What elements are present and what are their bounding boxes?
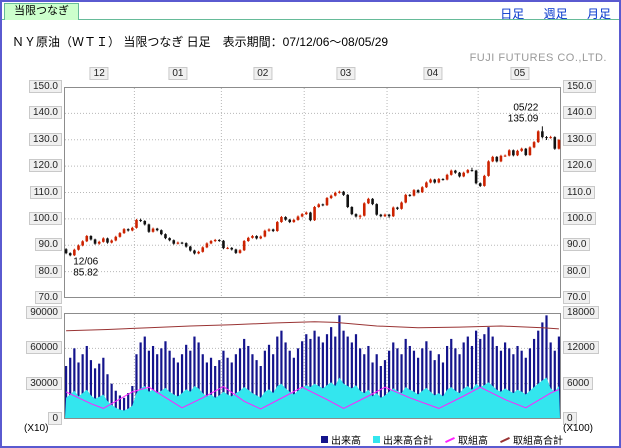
nav-monthly[interactable]: 月足 [586,7,611,21]
chart-title: ＮＹ原油（ＷＴＩ） 当限つなぎ 日足 表示期間：07/12/06～08/05/2… [12,35,389,49]
axis-tick: 150.0 [28,80,62,93]
axis-tick: 70.0 [563,291,591,304]
volume-right-unit: (X100) [563,423,594,434]
volume-plot [64,313,561,419]
svg-text:135.09: 135.09 [508,113,539,124]
volume-axis-left: 90000 60000 30000 0 [16,306,62,425]
volume-left-unit: (X10) [24,423,49,434]
month-label: 12 [89,67,109,80]
axis-tick: 90.0 [563,238,591,252]
line-marker-icon [500,436,510,443]
legend-item: 出来高 [321,432,361,447]
axis-tick: 0 [563,412,577,425]
month-label: 04 [423,67,443,80]
axis-tick: 150.0 [563,80,597,93]
axis-tick: 110.0 [29,185,62,199]
price-plot: 05/22 135.09 12/06 85.82 [64,87,561,298]
axis-tick: 18000 [563,306,599,319]
axis-tick: 90000 [26,306,62,319]
axis-tick: 130.0 [28,132,62,146]
svg-text:85.82: 85.82 [73,267,98,278]
axis-tick: 110.0 [563,185,596,199]
axis-tick: 0 [48,412,62,425]
axis-tick: 80.0 [34,264,62,278]
volume-axis-right: 18000 12000 6000 0 [563,306,609,425]
axis-tick: 140.0 [563,106,597,120]
legend-item: 出来高合計 [373,432,433,447]
line-marker-icon [445,436,455,443]
month-label: 05 [510,67,530,80]
month-label: 02 [253,67,273,80]
nav-daily[interactable]: 日足 [500,7,525,21]
month-label: 03 [336,67,356,80]
tab-current-contract[interactable]: 当限つなぎ [4,3,79,20]
legend-label: 取組高合計 [513,436,563,447]
legend-label: 出来高 [331,436,361,447]
axis-tick: 30000 [26,376,62,390]
price-axis-left: 150.0 140.0 130.0 120.0 110.0 100.0 90.0 80.0 70… [16,80,62,304]
axis-tick: 130.0 [563,132,597,146]
axis-tick: 120.0 [563,159,597,173]
axis-tick: 120.0 [28,159,62,173]
legend-label: 出来高合計 [383,436,433,447]
nav-weekly[interactable]: 週足 [543,7,568,21]
axis-tick: 140.0 [28,106,62,120]
period-nav: 日足 週足 月足 [484,5,611,22]
brand-text: FUJI FUTURES CO.,LTD. [469,52,607,64]
legend-item: 取組高合計 [500,432,563,447]
axis-tick: 6000 [563,376,594,390]
month-label: 01 [168,67,188,80]
axis-tick: 70.0 [34,291,62,304]
price-axis-right: 150.0 140.0 130.0 120.0 110.0 100.0 90.0 80.0 70… [563,80,609,304]
axis-tick: 60000 [26,341,62,355]
square-marker-icon [321,436,328,443]
svg-text:12/06: 12/06 [73,256,98,267]
tab-bar-divider [2,19,619,20]
month-axis: 12 01 02 03 04 05 [64,67,561,82]
legend-label: 取組高 [458,436,488,447]
svg-text:05/22: 05/22 [513,102,538,113]
axis-tick: 100.0 [28,211,62,225]
legend: 出来高 出来高合計 取組高 取組高合計 [321,432,563,447]
axis-tick: 80.0 [563,264,591,278]
square-marker-icon [373,436,380,443]
axis-tick: 90.0 [34,238,62,252]
legend-item: 取組高 [445,432,488,447]
axis-tick: 12000 [563,341,599,355]
axis-tick: 100.0 [563,211,597,225]
